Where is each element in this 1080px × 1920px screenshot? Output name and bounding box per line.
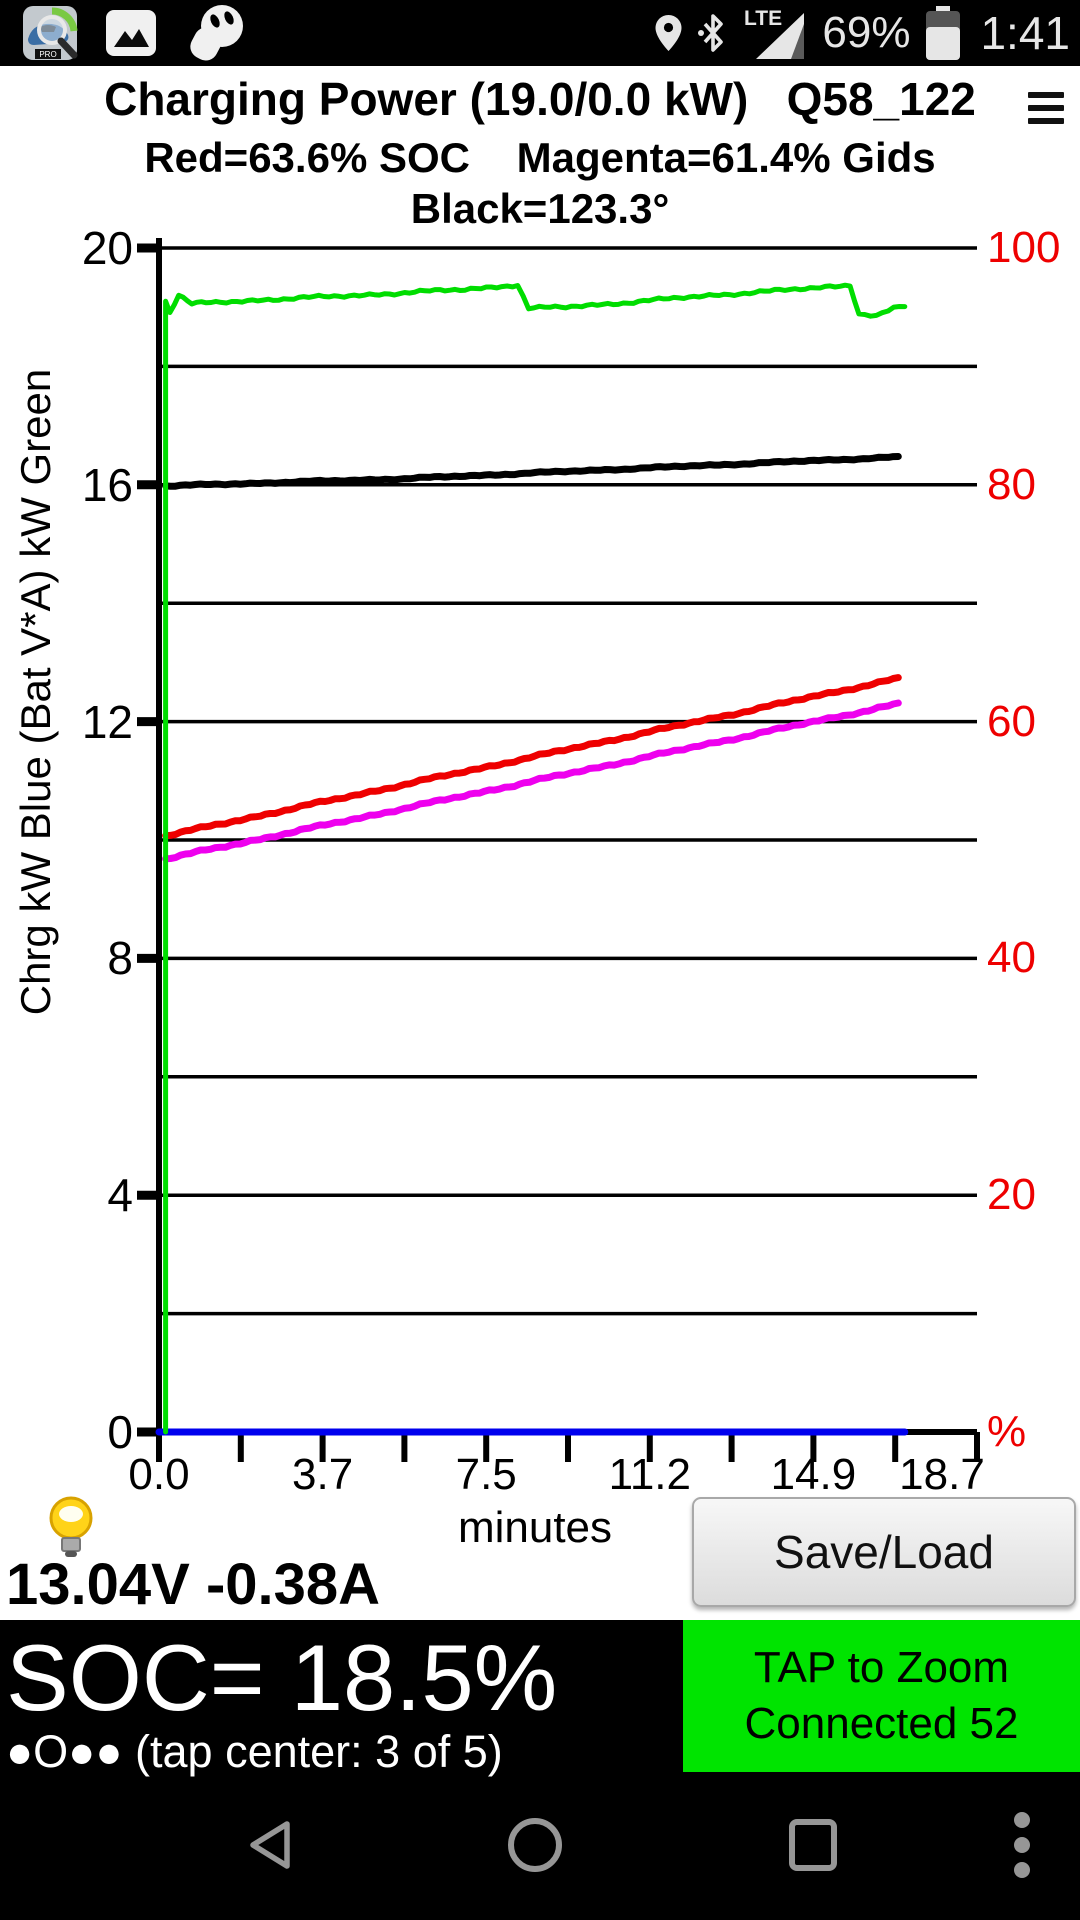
location-icon	[655, 15, 682, 51]
x-axis-tick: 0.0	[128, 1450, 190, 1499]
signal-lte-icon: LTE	[744, 7, 805, 59]
y-axis-tick-right: %	[987, 1407, 1027, 1456]
y-axis-tick-left: 4	[107, 1169, 133, 1222]
y-axis-tick-left: 20	[81, 222, 133, 274]
leafspy-app-icon: PRO	[23, 6, 78, 60]
hamburger-menu-icon[interactable]	[1028, 92, 1064, 124]
x-axis-tick: 3.7	[292, 1450, 354, 1499]
svg-text:PRO: PRO	[39, 50, 56, 59]
save-load-button[interactable]: Save/Load	[692, 1497, 1076, 1607]
x-axis-tick: 14.9	[770, 1450, 857, 1499]
series-temp-black	[162, 453, 902, 490]
y-axis-title: Chrg kW Blue (Bat V*A) kW Green	[12, 368, 59, 1016]
screen-pager-indicator[interactable]: ●O●● (tap center: 3 of 5)	[6, 1726, 503, 1777]
y-axis-tick-left: 12	[81, 695, 133, 748]
x-axis-tick: 11.2	[608, 1450, 691, 1499]
series-soc-percent-red	[162, 674, 902, 840]
bottom-info-bar: SOC= 18.5% ●O●● (tap center: 3 of 5) TAP…	[0, 1620, 1080, 1920]
headlight-bulb-icon[interactable]	[46, 1496, 96, 1560]
y-axis-tick-left: 0	[107, 1406, 133, 1458]
x-axis-title: minutes	[457, 1503, 613, 1552]
page-title: Charging Power (19.0/0.0 kW) Q58_122	[104, 73, 976, 125]
back-icon[interactable]	[243, 1819, 295, 1871]
system-status-icons: LTE 69% 1:41	[655, 6, 1070, 60]
legend-line-soc-gids: Red=63.6% SOC Magenta=61.4% Gids	[144, 134, 936, 181]
recents-icon[interactable]	[787, 1819, 839, 1871]
ev-plug-notification-icon	[190, 5, 243, 61]
battery-icon	[926, 6, 961, 60]
y-axis-tick-left: 16	[81, 458, 133, 511]
x-axis-tick: 18.7	[899, 1450, 985, 1499]
soc-readout: SOC= 18.5%	[6, 1625, 558, 1730]
y-axis-tick-left: 8	[107, 932, 133, 985]
tap-to-zoom-button[interactable]: TAP to Zoom Connected 52	[683, 1620, 1080, 1772]
notification-icons: PRO	[22, 4, 246, 62]
y-axis-tick-right: 40	[987, 933, 1036, 983]
bluetooth-icon	[698, 14, 724, 52]
y-axis-tick-right: 100	[987, 223, 1061, 272]
series-gids-percent-magenta	[162, 699, 902, 863]
overflow-menu-icon[interactable]	[1012, 1811, 1032, 1881]
y-axis-tick-right: 80	[987, 459, 1036, 509]
y-axis-tick-right: 60	[987, 696, 1036, 746]
x-axis-tick: 7.5	[455, 1450, 517, 1499]
connected-status-label: Connected 52	[744, 1699, 1019, 1748]
tap-to-zoom-label: TAP to Zoom	[753, 1643, 1010, 1692]
network-type-label: LTE	[744, 7, 782, 30]
android-nav-bar	[0, 1795, 1080, 1920]
status-bar: PRO LTE	[0, 0, 1080, 66]
battery-percent-text: 69%	[822, 8, 911, 57]
series-bat-va-kw-green	[163, 282, 908, 1435]
aux-battery-voltage-current: 13.04V -0.38A	[6, 1552, 381, 1617]
clock-text: 1:41	[980, 7, 1070, 59]
home-icon[interactable]	[507, 1817, 563, 1873]
y-axis-tick-right: 20	[987, 1170, 1036, 1220]
legend-line-temp: Black=123.3°	[410, 185, 670, 232]
gallery-notification-icon	[106, 10, 156, 56]
